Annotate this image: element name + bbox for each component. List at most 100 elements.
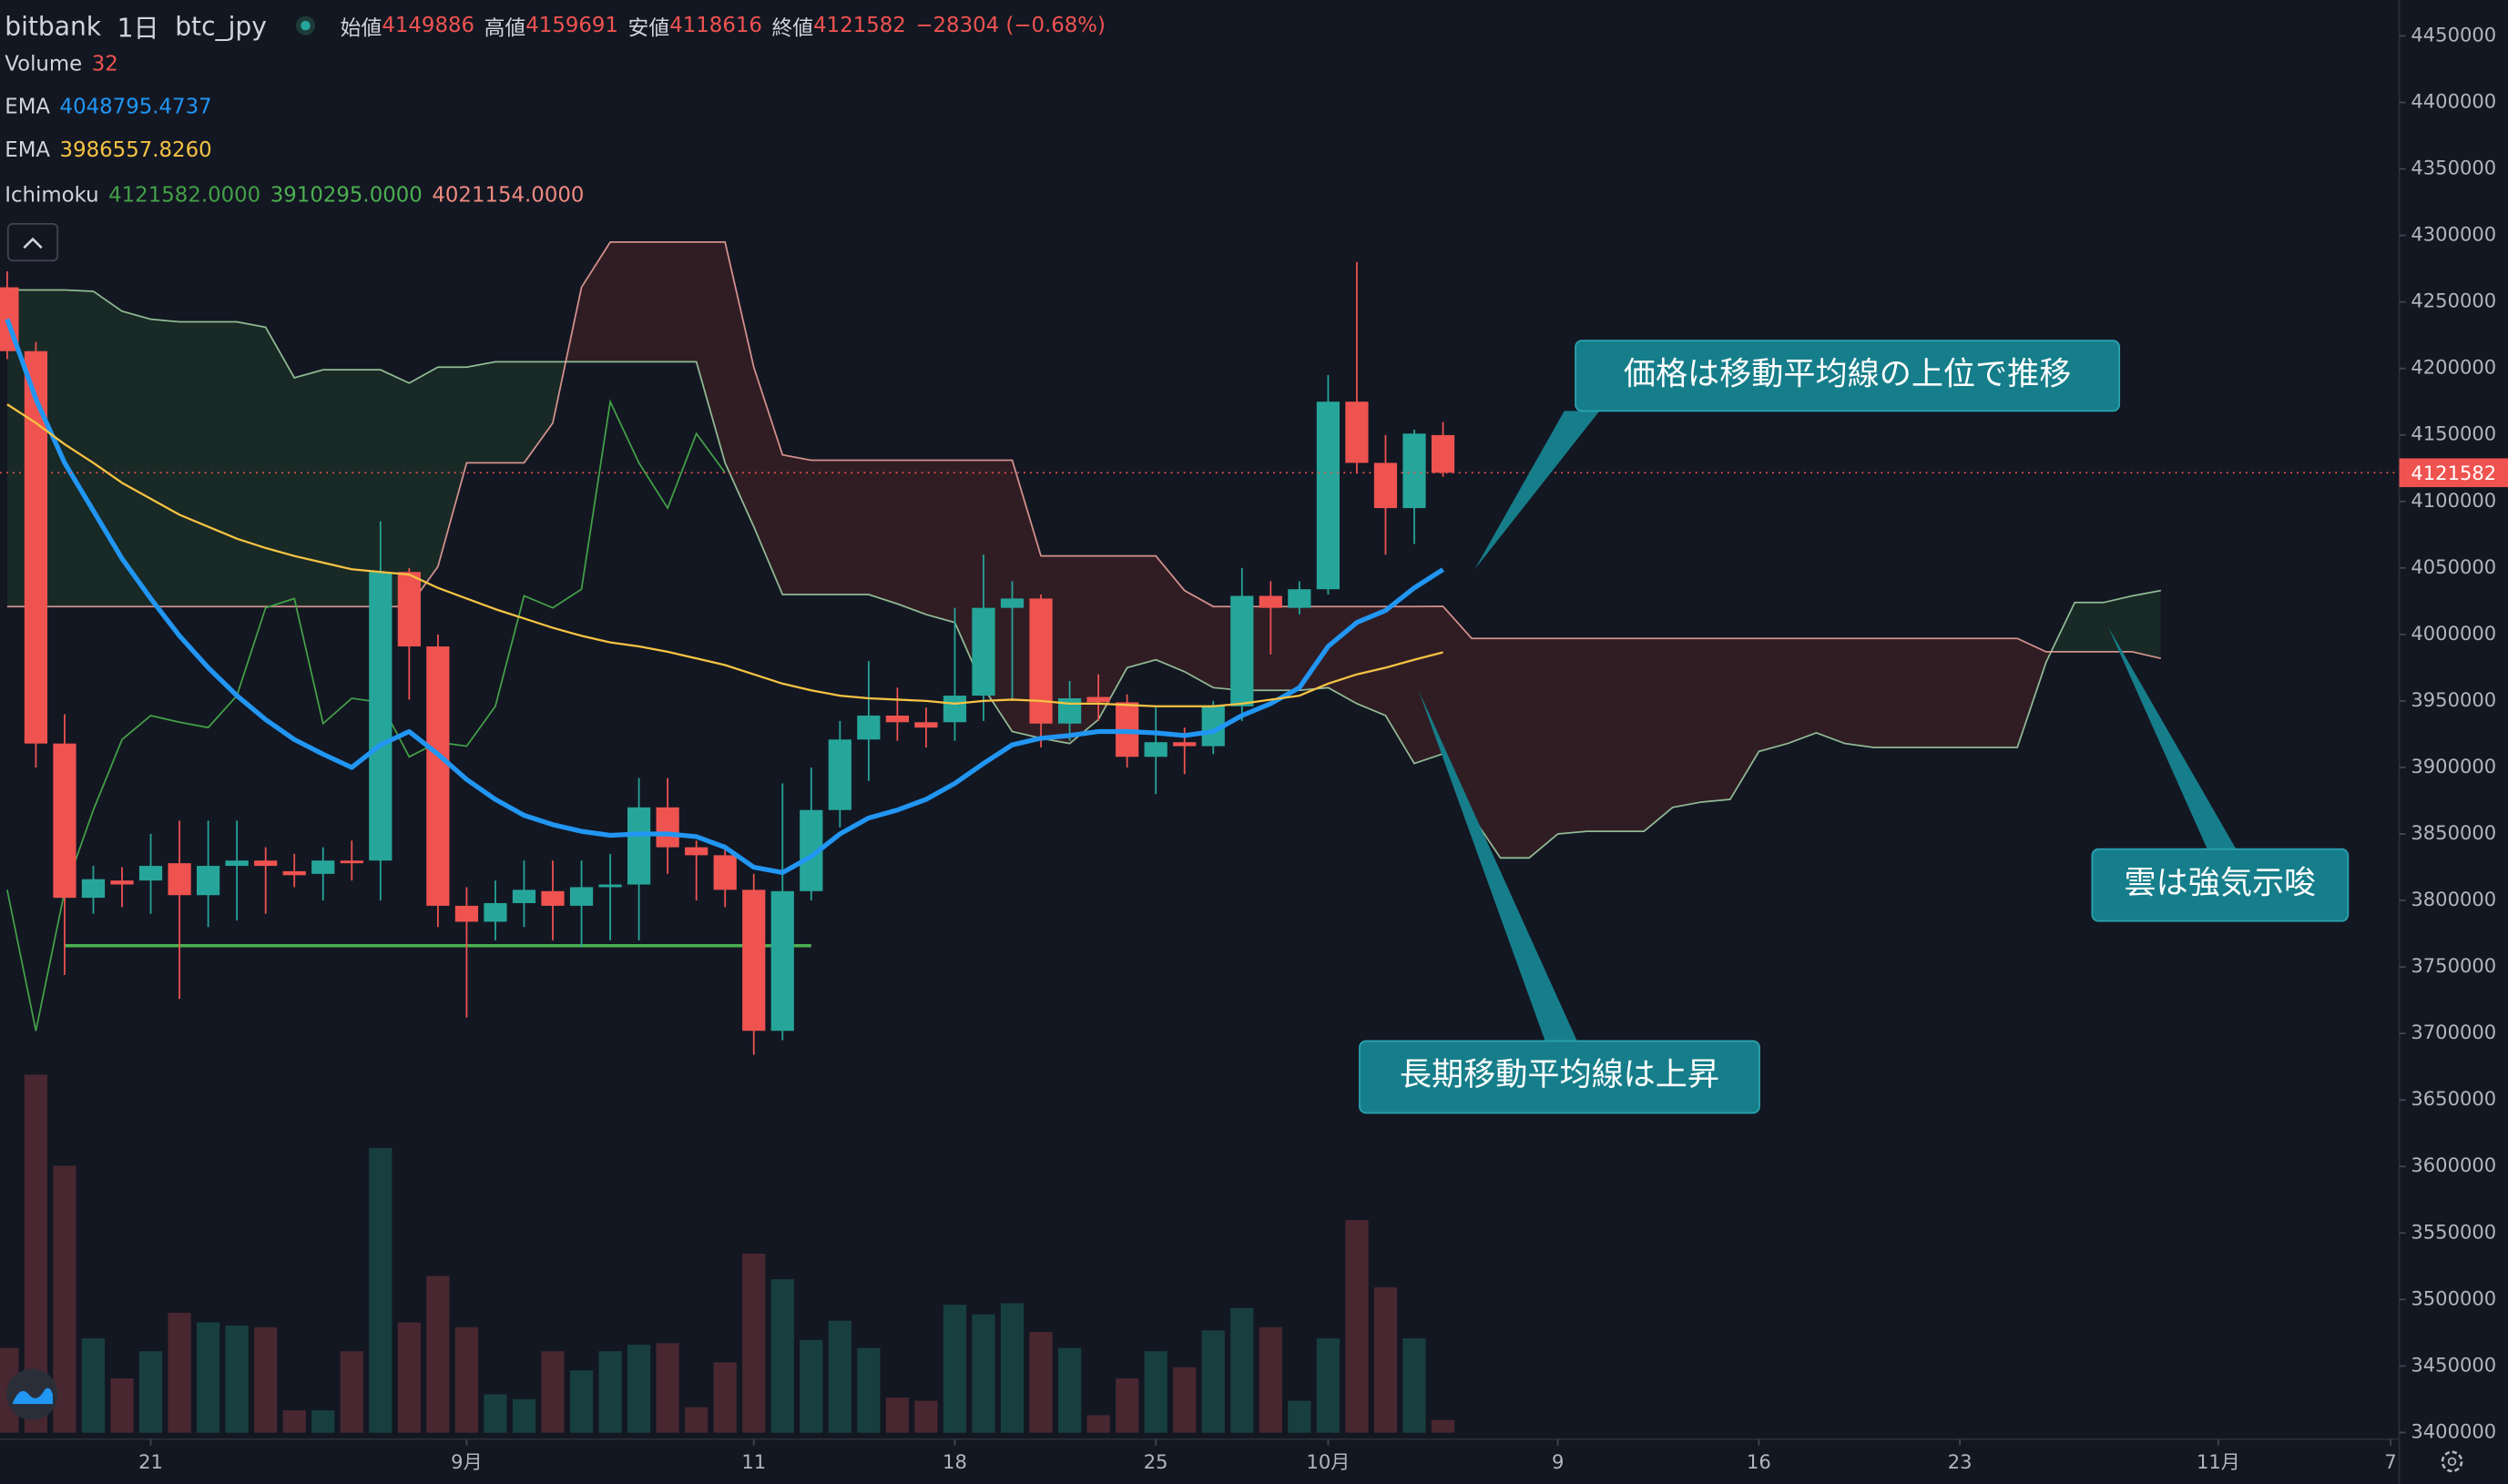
callout-text: 雲は強気示唆	[2125, 864, 2317, 901]
volume-bar	[311, 1410, 335, 1433]
candle-body	[1000, 598, 1025, 608]
ema-legend: EMA 4048795.4737	[5, 96, 211, 119]
y-tick-label: 4000000	[2411, 622, 2496, 645]
candle-body	[656, 807, 679, 848]
logo-circle[interactable]	[6, 1368, 58, 1420]
x-tick-label: 11月	[2197, 1450, 2240, 1473]
callout-box	[2091, 848, 2350, 922]
volume-bar	[225, 1326, 249, 1433]
candle-body	[197, 866, 220, 896]
y-tick-label: 3800000	[2411, 888, 2496, 910]
volume-bar	[857, 1347, 881, 1433]
y-tick-label: 3900000	[2411, 755, 2496, 778]
volume-bar	[454, 1326, 479, 1433]
volume-bar	[1316, 1338, 1341, 1433]
axes: 4121582 3400000 3450000 3500000 3550000 36000…	[138, 23, 2508, 1473]
candle-body	[541, 890, 565, 906]
legend-value: 4121582.0000	[108, 183, 261, 208]
candle-body	[512, 889, 536, 903]
volume-bar	[1431, 1419, 1455, 1433]
candle-body	[53, 743, 76, 899]
lead-b-line	[6, 241, 2162, 660]
candle-body	[598, 884, 622, 888]
cloud-bullish	[6, 241, 2161, 659]
logo-wave[interactable]	[13, 1387, 53, 1405]
y-tick-label: 3650000	[2411, 1087, 2496, 1110]
y-tick-label: 4300000	[2411, 223, 2496, 246]
ema-legend: EMA 3986557.8260	[5, 139, 211, 163]
volume-bar	[1259, 1326, 1282, 1433]
candle-body	[110, 880, 134, 885]
volume-bar	[110, 1377, 134, 1433]
y-tick-label: 3550000	[2411, 1220, 2496, 1243]
volume-bar	[742, 1254, 766, 1433]
legend-value: 4021154.0000	[432, 183, 585, 208]
candle-body	[742, 889, 766, 1032]
volume-bar	[1230, 1307, 1254, 1433]
y-tick-label: 3700000	[2411, 1021, 2496, 1043]
candle-body	[1316, 401, 1341, 590]
x-tick-label: 18	[943, 1450, 967, 1473]
legend-value: 4048795.4737	[59, 96, 212, 120]
volume-bar	[1345, 1220, 1369, 1433]
candle-body	[1288, 589, 1311, 608]
volume-bar	[1373, 1286, 1398, 1433]
x-tick-label: 10月	[1306, 1450, 1350, 1473]
ohlc-value: 4149886	[382, 13, 475, 38]
legend-value: 32	[91, 52, 118, 77]
volume-bar	[340, 1351, 363, 1433]
candle-body	[225, 860, 249, 867]
volume-bar	[53, 1165, 76, 1433]
ohlc-label: 高値	[484, 16, 526, 41]
volume-bar	[770, 1279, 794, 1433]
candle-body	[168, 863, 191, 896]
gear[interactable]	[2441, 1450, 2463, 1473]
volume-bar	[1116, 1377, 1139, 1433]
callout-box	[1575, 340, 2121, 412]
legend-name: EMA	[5, 138, 51, 164]
volume-bar	[197, 1322, 220, 1433]
volume-bar	[168, 1312, 191, 1433]
legend-name: Volume	[5, 52, 83, 77]
button-frame[interactable]	[6, 223, 59, 262]
interval: 1日	[117, 13, 159, 44]
volume-bar	[369, 1148, 393, 1433]
y-tick-label: 3450000	[2411, 1353, 2496, 1376]
candle-body	[1144, 742, 1167, 757]
candle-body	[138, 866, 163, 881]
chevron-icon[interactable]	[23, 237, 43, 249]
candle-body	[972, 607, 995, 696]
candle-body	[254, 860, 278, 867]
candle-body	[24, 351, 48, 744]
candle-body	[426, 646, 450, 906]
y-tick-label: 3600000	[2411, 1154, 2496, 1176]
candle-body	[1230, 595, 1254, 706]
x-tick-label: 9	[1552, 1450, 1564, 1473]
y-tick-label: 4150000	[2411, 422, 2496, 445]
collapse-button[interactable]	[6, 223, 59, 262]
candle-body	[770, 890, 794, 1032]
y-tick-label: 3950000	[2411, 688, 2496, 711]
volume-bar	[282, 1410, 306, 1433]
candle-body	[1373, 462, 1398, 509]
logo[interactable]	[6, 1368, 58, 1420]
y-tick-label: 4350000	[2411, 157, 2496, 179]
settings-icon[interactable]	[2441, 1450, 2463, 1473]
candle-body	[1259, 595, 1282, 608]
legend-name: Ichimoku	[5, 183, 99, 208]
candle-body	[397, 572, 421, 647]
volume-bar	[800, 1339, 823, 1433]
candle-body	[1402, 433, 1426, 509]
volume-bar	[512, 1398, 536, 1433]
x-tick-label: 7	[2384, 1450, 2396, 1473]
ohlc-value: 4118616	[669, 13, 762, 38]
volume-bar	[81, 1338, 106, 1433]
y-tick-label: 3400000	[2411, 1419, 2496, 1442]
symbol-legend: bitbank 1日 btc_jpy 始値 4149886 高値 4159691 安…	[5, 6, 1106, 45]
gear-center[interactable]	[2447, 1457, 2457, 1467]
ohlc-value: 4159691	[525, 13, 618, 38]
volume-bar	[713, 1362, 737, 1433]
last-price-tag	[2399, 458, 2508, 488]
candle-body	[282, 870, 306, 876]
